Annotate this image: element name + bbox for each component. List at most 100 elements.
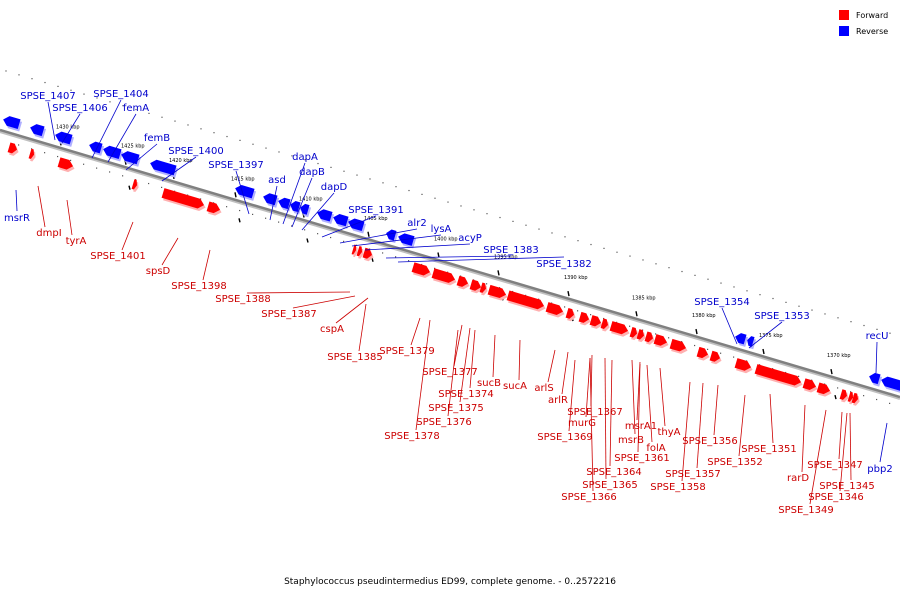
- forward-gene: [629, 327, 638, 338]
- gene-label: SPSE_1400: [168, 146, 224, 157]
- scale-label: 1430 kbp: [56, 124, 80, 130]
- backbone-shadow: [0, 130, 900, 400]
- reverse-gene: [290, 201, 301, 213]
- gene-label: SPSE_1375: [428, 403, 484, 414]
- scale-dot: [83, 93, 85, 95]
- scale-dot: [70, 89, 72, 91]
- label-leader-line: [518, 339, 521, 381]
- gene-label: cspA: [320, 324, 344, 335]
- scale-dot: [109, 171, 111, 173]
- scale-dot: [330, 166, 332, 168]
- forward-gene: [506, 290, 545, 310]
- label-leader-line: [410, 317, 421, 346]
- label-leader-line: [91, 99, 122, 159]
- scale-dot: [447, 201, 449, 203]
- forward-gene-shadow: [353, 247, 358, 258]
- scale-dot: [44, 152, 46, 154]
- scale-dot: [525, 224, 527, 226]
- scale-dot: [304, 159, 306, 161]
- scale-dot: [291, 225, 293, 227]
- gene-label: SPSE_1349: [778, 505, 834, 516]
- gene-label: SPSE_1358: [650, 482, 706, 493]
- scale-dot: [304, 229, 306, 231]
- label-leader-line: [849, 412, 852, 481]
- scale-dot: [57, 85, 59, 87]
- scale-tick: [695, 328, 698, 335]
- label-leader-line: [469, 329, 476, 389]
- gene-label: femA: [123, 103, 149, 114]
- scale-dot: [668, 337, 670, 339]
- gene-label: SPSE_1369: [537, 432, 593, 443]
- scale-dot: [681, 270, 683, 273]
- scale-label: 1425 kbp: [121, 144, 145, 150]
- label-leader-line: [121, 221, 134, 251]
- scale-dot: [759, 294, 761, 296]
- label-leader-line: [631, 359, 636, 435]
- gene-label: SPSE_1351: [741, 444, 797, 455]
- label-leader-line: [107, 113, 137, 163]
- scale-tick: [830, 368, 833, 375]
- scale-dot: [486, 283, 488, 285]
- label-leader-line: [681, 381, 691, 482]
- label-leader-line: [66, 199, 73, 236]
- scale-label: 1400 kbp: [434, 237, 458, 243]
- scale-dot: [486, 213, 488, 215]
- scale-dot: [837, 387, 839, 389]
- gene-label: SPSE_1406: [52, 103, 108, 114]
- gene-label: spsD: [146, 266, 171, 277]
- gene-label: arlS: [534, 383, 553, 394]
- scale-dot: [499, 216, 501, 219]
- forward-gene: [356, 246, 363, 257]
- label-leaders: [15, 99, 888, 505]
- label-leader-line: [47, 101, 56, 141]
- gene-label: SPSE_1387: [261, 309, 317, 320]
- scale-tick: [762, 348, 765, 355]
- scale-dot: [265, 217, 267, 219]
- scale-dot: [889, 402, 891, 404]
- forward-gene: [206, 201, 221, 214]
- scale-dot: [733, 356, 735, 358]
- forward-gene: [669, 338, 687, 352]
- scale-ticks: 1430 kbp 1425 kbp 1420 kbp 1415 kbp 1410 kbp…: [56, 124, 851, 400]
- reverse-gene: [3, 116, 21, 129]
- label-leader-line: [659, 367, 666, 427]
- scale-dot: [603, 247, 605, 249]
- label-leader-line: [637, 363, 641, 453]
- scale-label: 1405 kbp: [364, 216, 388, 222]
- gene-label: msrA1: [625, 421, 657, 432]
- gene-label: SPSE_1374: [438, 389, 494, 400]
- scale-dot: [174, 120, 176, 122]
- scale-dot: [850, 321, 852, 323]
- gene-label: SPSE_1357: [665, 469, 721, 480]
- legend-forward-label: Forward: [856, 11, 888, 20]
- gene-label: arlR: [548, 395, 568, 406]
- reverse-gene: [333, 214, 349, 227]
- scale-dot: [720, 282, 722, 284]
- scale-label: 1395 kbp: [494, 254, 518, 260]
- label-leader-line: [459, 327, 471, 403]
- gene-label: SPSE_1376: [416, 417, 472, 428]
- scale-dot: [161, 186, 163, 188]
- scale-dot: [200, 128, 202, 130]
- gene-label: SPSE_1383: [483, 245, 539, 256]
- scale-dot: [707, 348, 709, 350]
- scale-dot: [837, 317, 839, 319]
- reverse-gene: [747, 336, 755, 347]
- label-leader-line: [292, 295, 356, 309]
- scale-dot: [408, 189, 410, 192]
- scale-dot: [889, 332, 891, 334]
- label-leader-line: [415, 319, 431, 431]
- reverse-gene: [348, 218, 365, 232]
- scale-dot: [148, 112, 150, 114]
- label-leader-line: [202, 249, 211, 281]
- gene-label: SPSE_1354: [694, 297, 750, 308]
- scale-label: 1415 kbp: [231, 176, 255, 182]
- reverse-gene: [869, 372, 881, 385]
- gene-label: sucA: [503, 381, 527, 392]
- scale-label: 1390 kbp: [564, 275, 588, 281]
- forward-gene: [851, 392, 859, 404]
- gene-label: dmpI: [36, 228, 61, 239]
- scale-dot: [382, 182, 384, 184]
- forward-gene: [362, 247, 373, 259]
